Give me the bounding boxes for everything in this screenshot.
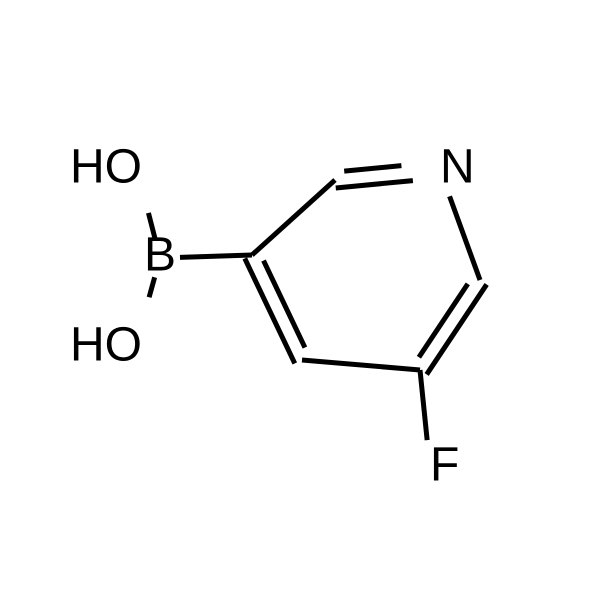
atom-label-b: B [144,229,176,282]
atom-label-f: F [430,439,459,492]
molecule-diagram: N F BHO HO [0,0,600,600]
atom-label-oh1: HO [70,141,142,194]
atom-label-oh2: HO [70,319,142,372]
atom-label-n: N [440,141,475,194]
